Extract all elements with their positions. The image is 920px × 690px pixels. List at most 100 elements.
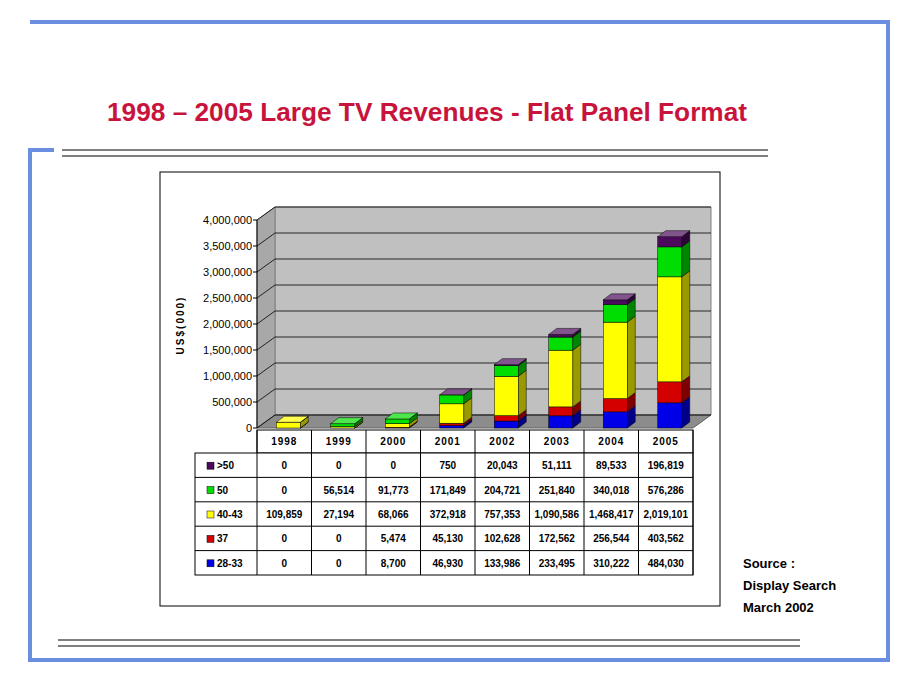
y-tick-label: 3,000,000 [203,266,252,278]
tick-mark [253,376,257,377]
table-line [529,430,530,575]
chart-box [160,172,720,606]
bar-segment [494,416,518,421]
table-value: 27,194 [323,509,354,520]
table-value: 0 [336,460,342,471]
table-value: 51,111 [542,460,572,471]
table-value: 89,533 [596,460,627,471]
legend-swatch [207,487,214,494]
table-value: 0 [281,558,287,569]
bar-segment [331,428,355,429]
table-value: 20,043 [487,460,518,471]
bar-segment [658,277,682,382]
grid-line [257,311,711,324]
grid-line [257,259,711,272]
legend-swatch [207,462,214,469]
table-value: 484,030 [648,558,685,569]
table-value: 45,130 [432,533,463,544]
table-line [420,430,421,575]
table-value: 750 [439,460,456,471]
bar-segment [494,421,518,428]
y-tick-label: 2,500,000 [203,292,252,304]
table-line [475,430,476,575]
table-value: 8,700 [381,558,406,569]
table-value: 403,562 [648,533,685,544]
bar-segment [549,350,573,407]
table-value: 1,468,417 [589,509,634,520]
y-tick-label: 0 [246,422,252,434]
table-value: 310,222 [593,558,630,569]
grid-line [257,285,711,298]
grid-line [257,363,711,376]
legend-swatch [207,511,214,518]
bar-segment [603,412,627,428]
y-axis [257,220,258,428]
bar-segment [494,366,518,377]
bar-segment [549,334,573,337]
table-line [366,430,367,575]
y-tick-label: 4,000,000 [203,214,252,226]
y-tick-label: 1,000,000 [203,370,252,382]
table-value: 196,819 [648,460,685,471]
bar-top [603,294,635,300]
x-tick-label: 1998 [271,436,297,447]
y-tick-label: 1,500,000 [203,344,252,356]
x-tick-label: 2005 [653,436,679,447]
table-value: 2,019,101 [644,509,689,520]
legend-label: >50 [217,460,234,471]
table-value: 0 [336,558,342,569]
table-value: 576,286 [648,485,685,496]
table-value: 0 [281,485,287,496]
bar-segment [549,337,573,350]
legend-swatch [207,560,214,567]
bar-segment [440,426,464,428]
tick-mark [253,272,257,273]
frame-line [28,148,54,152]
table-value: 56,514 [323,485,354,496]
table-value: 133,986 [484,558,521,569]
table-body [195,453,693,575]
x-tick-label: 1999 [326,436,352,447]
slide: 1998 – 2005 Large TV Revenues - Flat Pan… [0,0,920,690]
table-value: 340,018 [593,485,630,496]
bar-segment [549,416,573,428]
bar-top [440,389,472,395]
y-axis-label: US$(000) [175,296,186,355]
bar-segment [440,404,464,423]
table-value: 256,544 [593,533,630,544]
table-line [195,526,693,527]
y-tick-label: 2,000,000 [203,318,252,330]
table-value: 102,628 [484,533,521,544]
tick-mark [253,324,257,325]
table-value: 757,353 [484,509,521,520]
table-line [195,501,693,502]
table-value: 0 [336,533,342,544]
table-value: 68,066 [378,509,409,520]
bar-segment [603,322,627,398]
bar-top [549,328,581,334]
bar-top [494,359,526,365]
tick-mark [253,220,257,221]
rule [62,156,768,157]
table-line [257,430,258,575]
bar-segment [658,382,682,403]
bar-side [518,370,526,415]
legend-swatch [207,535,214,542]
frame-line [886,20,890,662]
bar-segment [385,419,409,424]
table-value: 0 [281,460,287,471]
table-value: 91,773 [378,485,409,496]
rule [62,150,768,151]
bar-segment [549,407,573,416]
rule [58,646,800,647]
frame-line [28,148,32,662]
bars [276,231,690,428]
bar-segment [658,237,682,247]
table-value: 5,474 [381,533,406,544]
bar-segment [603,399,627,412]
source-note: Source : [743,556,795,571]
tick-mark [253,298,257,299]
bar-segment [385,424,409,428]
table-value: 171,849 [430,485,467,496]
x-tick-label: 2002 [489,436,515,447]
